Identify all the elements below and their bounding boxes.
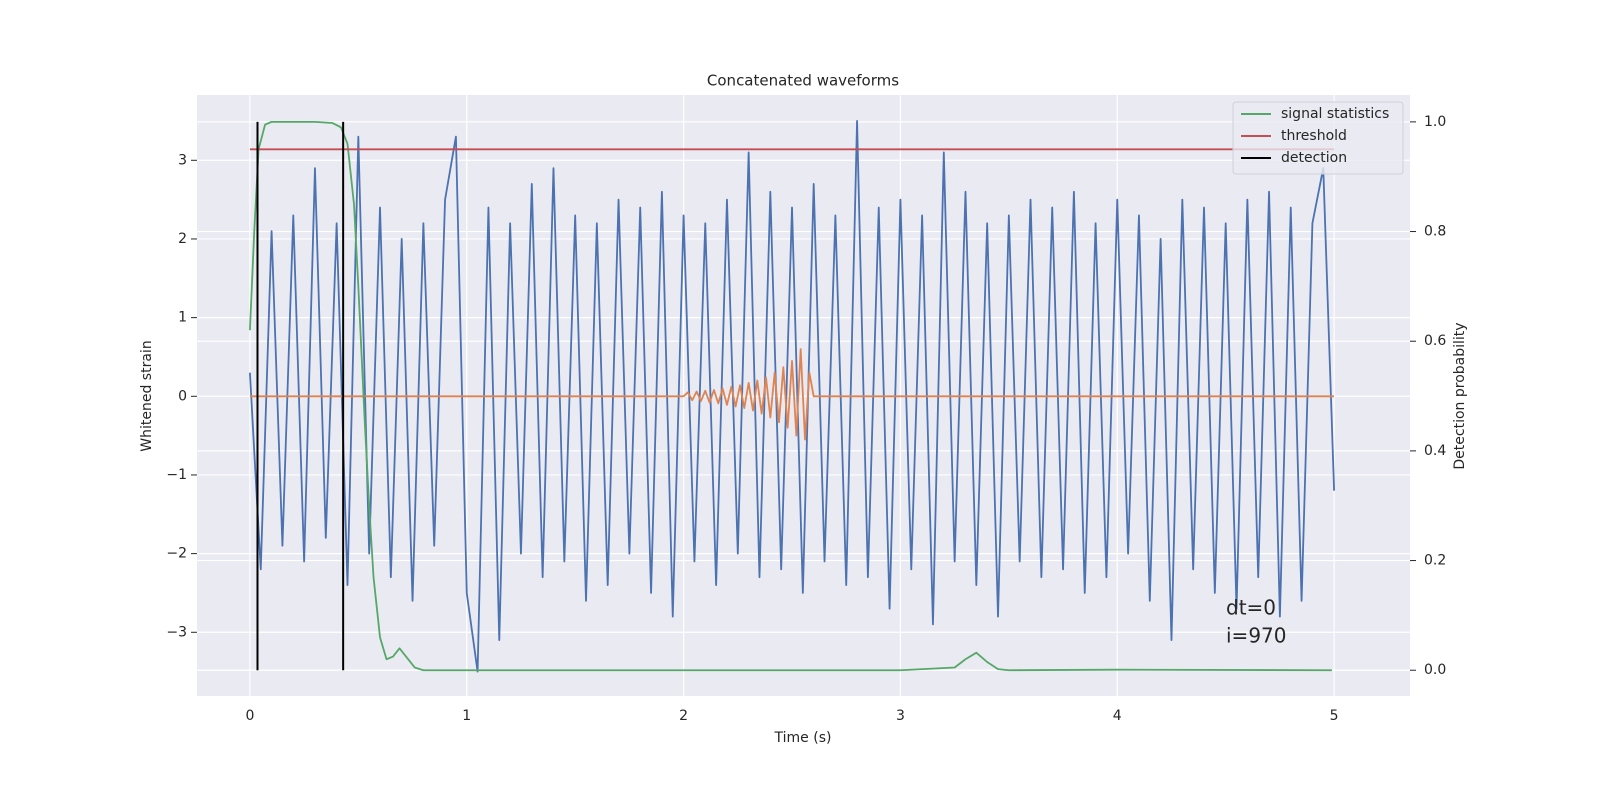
x-tick-label: 0 [245,708,254,724]
y2-tick-label: 0.0 [1424,662,1446,678]
legend-label: threshold [1281,128,1347,144]
x-tick-label: 5 [1330,708,1339,724]
line-series [249,348,1335,441]
line-series [249,120,1336,673]
x-tick-label: 4 [1113,708,1122,724]
y-tick-label: 2 [178,231,187,247]
x-tick-label: 1 [462,708,471,724]
y2-tick-label: 0.6 [1424,333,1446,349]
y2-tick-label: 0.4 [1424,443,1446,459]
y2-tick-label: 0.2 [1424,553,1446,569]
y-tick-label: −1 [166,467,187,483]
line-series [249,120,1332,672]
legend-label: signal statistics [1281,106,1389,122]
ticks: 0 1 2 3 4 5 −3 −2 −1 0 1 2 3 0.0 0.2 0.4 0.6 0.8 1.0 [166,114,1446,724]
y2-tick-label: 1.0 [1424,114,1446,130]
y-tick-label: 1 [178,310,187,326]
annotation: i=970 [1226,624,1287,648]
y-axis-label: Whitened strain [139,340,155,451]
annotation: dt=0 [1226,596,1276,620]
x-axis-label: Time (s) [774,730,832,746]
marks [249,120,1336,673]
legend-label: detection [1281,150,1347,166]
legend-box [1232,101,1404,175]
x-tick-label: 3 [896,708,905,724]
y2-axis-label: Detection probability [1452,322,1468,469]
legend: signal statistics threshold detection [1232,101,1404,175]
y-tick-label: −3 [166,624,187,640]
y-tick-label: −2 [166,546,187,562]
y-tick-label: 3 [178,152,187,168]
y-tick-label: 0 [178,388,187,404]
x-tick-label: 2 [679,708,688,724]
chart-title: Concatenated waveforms [707,72,899,90]
y2-tick-label: 0.8 [1424,224,1446,240]
